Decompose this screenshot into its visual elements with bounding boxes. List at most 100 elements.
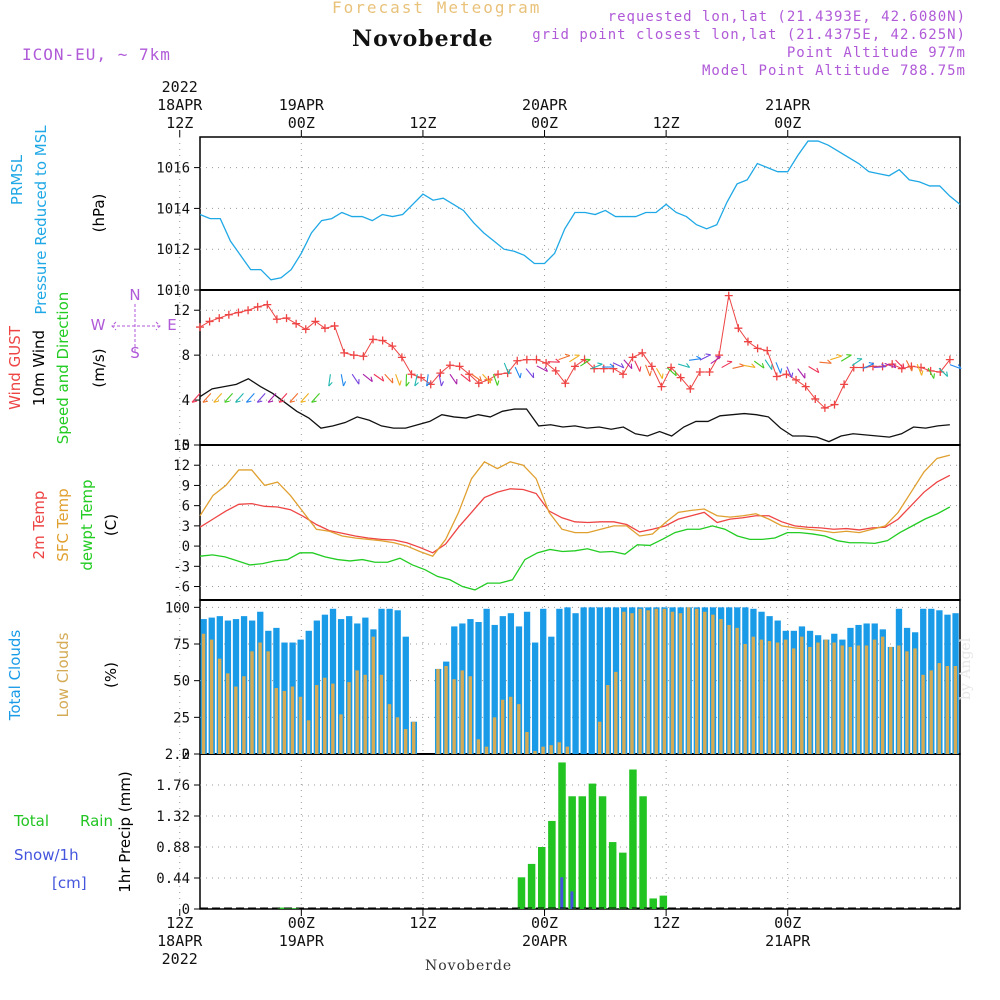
gust-marker — [455, 362, 464, 371]
low-cloud-bar — [743, 644, 747, 754]
wind-direction-arrow — [558, 353, 571, 361]
low-cloud-bar — [565, 746, 570, 754]
rain-bar — [629, 769, 637, 909]
wind-direction-arrow — [851, 358, 863, 366]
gust-marker — [436, 369, 445, 378]
wind-direction-arrow — [235, 392, 244, 403]
total-cloud-bar — [329, 608, 337, 754]
wind-direction-arrow — [775, 362, 783, 374]
wind-direction-arrow — [862, 362, 875, 369]
top-time-label: 12Z — [653, 114, 680, 132]
wind-direction-arrow — [602, 363, 615, 368]
low-cloud-bar — [355, 670, 359, 754]
total-cloud-bar — [491, 624, 498, 754]
gust-marker — [945, 355, 954, 364]
wind-direction-arrow — [873, 363, 887, 368]
bottom-time-label: 00Z — [531, 914, 558, 932]
low-cloud-bar — [864, 645, 869, 754]
wind-direction-arrow — [580, 358, 591, 367]
total-cloud-bar — [515, 626, 523, 754]
gridpoint-coords: grid point closest lon,lat (21.4375E, 42… — [532, 27, 966, 43]
top-time-label: 21APR — [765, 96, 811, 114]
gust-marker — [474, 379, 483, 388]
total-cloud-bar — [499, 616, 506, 754]
wind-direction-arrow — [503, 362, 511, 375]
wind-direction-arrow — [311, 392, 320, 403]
gust-marker — [205, 317, 214, 326]
y-tick-label: 1012 — [156, 242, 190, 258]
clouds-label-1: Total Clouds — [6, 630, 24, 722]
low-cloud-bar — [783, 639, 788, 754]
low-cloud-bar — [217, 658, 222, 754]
snow-bar — [570, 891, 574, 909]
wind-direction-arrow — [927, 367, 935, 379]
wind-direction-arrow — [895, 359, 905, 369]
y-tick-label: 2.2 — [165, 747, 190, 763]
gust-marker — [570, 362, 579, 371]
clouds-label-2: Low Clouds — [54, 632, 72, 717]
gust-marker — [695, 367, 704, 376]
gust-marker — [397, 353, 406, 362]
gust-marker — [686, 384, 695, 393]
rain-bar — [537, 847, 546, 909]
wind-direction-arrow — [492, 374, 500, 386]
low-cloud-bar — [686, 607, 691, 754]
total-cloud-bar — [507, 613, 515, 754]
low-cloud-bar — [460, 670, 464, 754]
gust-marker — [734, 324, 743, 333]
gust-marker — [320, 324, 329, 333]
low-cloud-bar — [436, 668, 440, 754]
low-cloud-bar — [614, 671, 618, 754]
pressure-unit: (hPa) — [90, 194, 108, 233]
gust-marker — [224, 310, 233, 319]
wind-direction-arrow — [414, 374, 419, 387]
wind-direction-arrow — [732, 363, 745, 369]
wind-direction-arrow — [224, 392, 234, 403]
gust-marker — [753, 344, 762, 353]
low-cloud-bar — [880, 636, 885, 754]
low-cloud-bar — [387, 704, 392, 754]
wind-direction-arrow — [569, 354, 580, 363]
wind-direction-arrow — [202, 392, 212, 403]
gust-marker — [840, 380, 849, 389]
wind-direction-arrow — [623, 359, 633, 370]
wind-direction-arrow — [938, 367, 949, 377]
low-cloud-bar — [476, 739, 481, 754]
wind-direction-arrow — [786, 366, 794, 378]
wind-label-1: Wind GUST — [6, 325, 24, 410]
low-cloud-bar — [816, 642, 820, 754]
low-cloud-bar — [258, 642, 262, 754]
y-tick-label: 12 — [173, 458, 190, 474]
wind-direction-arrow — [328, 374, 333, 387]
bottom-time-label: 12Z — [653, 914, 680, 932]
wind-direction-arrow — [256, 392, 266, 403]
low-cloud-bar — [250, 651, 254, 754]
panel-frame-pressure — [199, 136, 961, 291]
y-tick-label: 3 — [182, 519, 190, 535]
gust-marker — [253, 302, 262, 311]
gust-marker — [244, 306, 253, 315]
wind-direction-arrow — [449, 373, 458, 385]
temp-dewpt-line — [199, 506, 951, 591]
gust-marker — [705, 367, 714, 376]
wind-direction-arrow — [438, 374, 444, 387]
total-cloud-bar — [548, 636, 555, 754]
rain-bar — [568, 796, 576, 909]
wind-speed-line — [199, 377, 950, 443]
precip-label-unit: [cm] — [52, 874, 87, 892]
wind-direction-arrow — [373, 373, 385, 382]
low-cloud-bar — [840, 645, 844, 754]
gust-marker — [638, 348, 647, 357]
gust-marker — [801, 382, 810, 391]
low-cloud-bar — [282, 690, 287, 754]
top-time-label: 00Z — [774, 114, 801, 132]
precip-label-snow: Snow/1h — [14, 846, 79, 864]
low-cloud-bar — [800, 636, 804, 754]
gust-marker — [599, 364, 608, 373]
bottom-time-label: 20APR — [522, 932, 568, 950]
y-tick-label: 4 — [182, 393, 190, 409]
y-tick-label: 0.88 — [156, 840, 190, 856]
y-tick-label: -3 — [173, 559, 190, 575]
wind-direction-arrow — [721, 360, 733, 369]
low-cloud-bar — [678, 613, 683, 754]
